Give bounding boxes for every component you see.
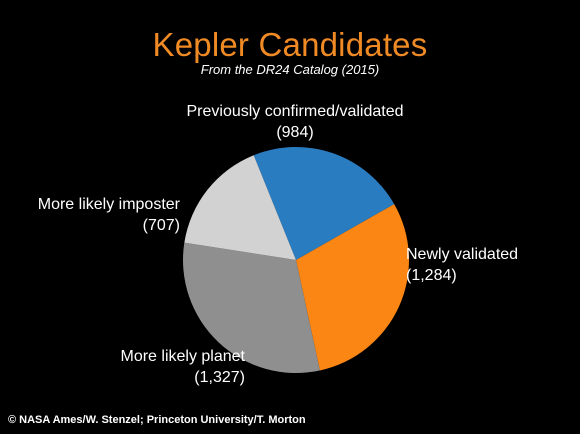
slice-label-more-likely-planet: More likely planet (1,327) (70, 346, 246, 388)
slice-name: More likely imposter (37, 196, 180, 213)
slice-label-newly-validated: Newly validated (1,284) (406, 244, 566, 286)
pie-slice-more-likely-planet (182, 242, 320, 373)
slice-value: (1,284) (406, 267, 457, 284)
image-credit: © NASA Ames/W. Stenzel; Princeton Univer… (8, 414, 306, 426)
slice-label-previously-confirmed: Previously confirmed/validated (984) (150, 101, 440, 143)
slice-value: (707) (142, 217, 180, 234)
pie-slice-previously-confirmed (253, 147, 395, 260)
pie-slice-more-likely-imposter (184, 155, 296, 260)
slice-name: Previously confirmed/validated (186, 103, 404, 120)
pie-slice-newly-validated (296, 204, 409, 371)
slice-name: Newly validated (406, 246, 519, 263)
chart-title: Kepler Candidates (152, 26, 428, 63)
slice-value: (1,327) (194, 369, 245, 386)
slice-label-more-likely-imposter: More likely imposter (707) (20, 194, 180, 236)
chart-subtitle: From the DR24 Catalog (2015) (200, 62, 380, 77)
slice-name: More likely planet (120, 348, 246, 365)
slice-value: (984) (276, 124, 314, 141)
